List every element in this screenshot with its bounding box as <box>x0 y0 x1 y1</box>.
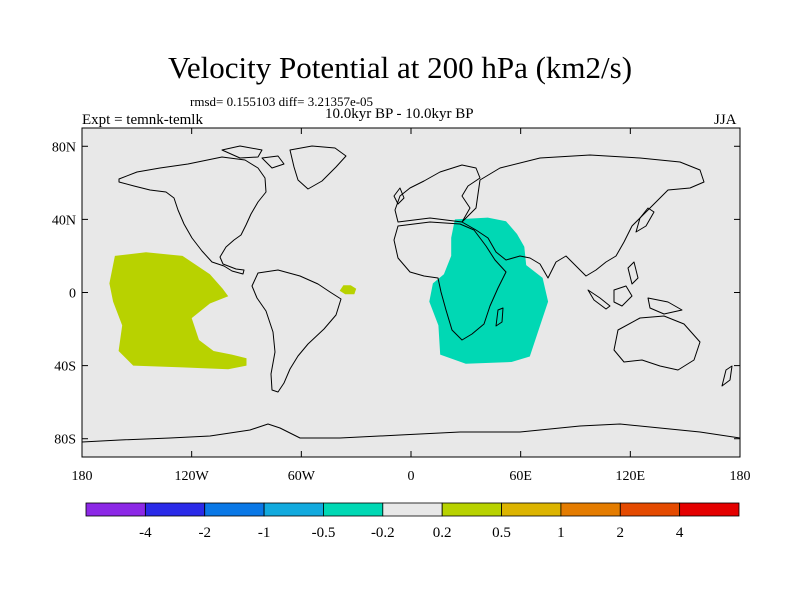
colorbar-box <box>204 502 265 517</box>
coastline-australia <box>613 315 701 371</box>
coastline-antarctica <box>82 423 740 443</box>
colorbar-box <box>382 502 443 517</box>
colorbar-label: 1 <box>557 525 565 541</box>
colorbar-box <box>501 502 562 517</box>
coastline-new-zealand <box>721 365 733 387</box>
x-tick-label: 60W <box>288 469 316 484</box>
y-tick-label: 80N <box>52 140 76 155</box>
x-tick-label: 180 <box>730 469 751 484</box>
coastline-greenland <box>289 145 347 190</box>
colorbar-box <box>323 502 384 517</box>
plot-title: Velocity Potential at 200 hPa (km2/s) <box>167 50 633 85</box>
coastline-philippines <box>627 261 639 285</box>
x-tick-label: 120E <box>616 469 646 484</box>
y-tick-label: 40N <box>52 213 76 228</box>
coastline-madagascar <box>495 307 504 327</box>
coastline-britain <box>393 187 405 205</box>
x-tick-label: 120W <box>175 469 210 484</box>
colorbar-label: -0.2 <box>371 525 395 541</box>
colorbar-label: 0.5 <box>492 525 511 541</box>
shaded-region-0 <box>109 252 247 370</box>
coastline-africa <box>393 221 507 341</box>
x-tick-label: 0 <box>408 469 415 484</box>
axis-tick-labels: 180 120W 60W 0 60E 120E 180 80N 40N 0 40S 80S <box>52 140 751 484</box>
coastlines <box>82 145 740 443</box>
season-label: JJA <box>714 112 737 128</box>
colorbar-label: -4 <box>139 525 152 541</box>
colorbar-label: 4 <box>676 525 684 541</box>
x-tick-label: 60E <box>509 469 532 484</box>
y-tick-label: 80S <box>54 433 76 448</box>
colorbar-label: -1 <box>258 525 271 541</box>
x-tick-label: 180 <box>72 469 93 484</box>
stats-label: rmsd= 0.155103 diff= 3.21357e-05 <box>190 94 374 109</box>
colorbar-label: -0.5 <box>312 525 336 541</box>
colorbar-box <box>560 502 621 517</box>
colorbar-label: 0.2 <box>433 525 452 541</box>
shaded-region-2 <box>429 217 549 364</box>
y-tick-label: 40S <box>54 360 76 375</box>
coastline-europe <box>394 164 481 223</box>
map-frame-and-ticks <box>81 127 741 458</box>
colorbar-box <box>144 502 206 517</box>
shaded-region-1 <box>339 285 357 295</box>
coastline-new-guinea <box>647 297 683 315</box>
colorbar-box <box>263 502 324 517</box>
colorbar: -4 -2 -1 -0.5 -0.2 0.2 0.5 1 2 4 <box>85 502 740 541</box>
coastline-north-america <box>118 156 267 275</box>
colorbar-label: -2 <box>198 525 211 541</box>
y-tick-label: 0 <box>69 287 76 302</box>
coastline-south-america <box>251 269 342 393</box>
colorbar-box <box>441 502 502 517</box>
coastline-borneo <box>613 285 633 307</box>
experiment-label: Expt = temnk-temlk <box>82 112 203 128</box>
coastline-asia <box>461 154 705 279</box>
coastline-sumatra <box>587 289 611 310</box>
period-label: 10.0kyr BP - 10.0kyr BP <box>325 106 474 122</box>
coastline-arctic-islands <box>221 145 285 169</box>
colorbar-box <box>619 502 681 517</box>
colorbar-box <box>85 502 146 517</box>
shaded-contours <box>109 217 549 370</box>
colorbar-box <box>679 502 740 517</box>
colorbar-label: 2 <box>617 525 625 541</box>
coastline-japan <box>635 207 655 233</box>
